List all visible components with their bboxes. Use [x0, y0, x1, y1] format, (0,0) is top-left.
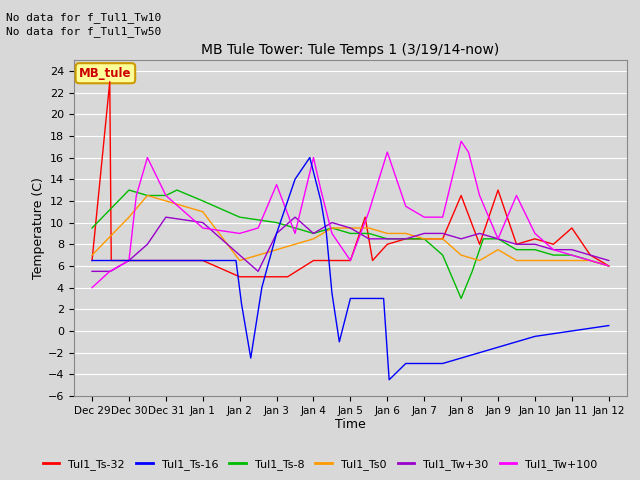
- Text: No data for f_Tul1_Tw10: No data for f_Tul1_Tw10: [6, 12, 162, 23]
- X-axis label: Time: Time: [335, 419, 366, 432]
- Text: MB_tule: MB_tule: [79, 67, 132, 80]
- Legend: Tul1_Ts-32, Tul1_Ts-16, Tul1_Ts-8, Tul1_Ts0, Tul1_Tw+30, Tul1_Tw+100: Tul1_Ts-32, Tul1_Ts-16, Tul1_Ts-8, Tul1_…: [38, 455, 602, 474]
- Text: No data for f_Tul1_Tw50: No data for f_Tul1_Tw50: [6, 26, 162, 37]
- Title: MB Tule Tower: Tule Temps 1 (3/19/14-now): MB Tule Tower: Tule Temps 1 (3/19/14-now…: [201, 44, 500, 58]
- Y-axis label: Temperature (C): Temperature (C): [31, 177, 45, 279]
